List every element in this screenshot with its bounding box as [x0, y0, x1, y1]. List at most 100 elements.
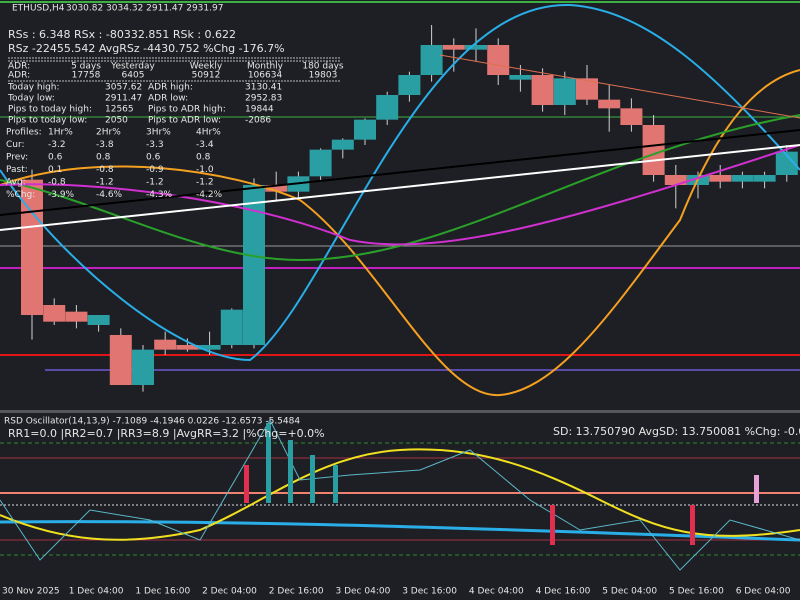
candles: [21, 25, 798, 392]
level-cell: Today low:: [7, 94, 55, 104]
magenta-curve: [0, 144, 800, 246]
profile-cell: Cur:: [6, 140, 25, 150]
black-line: [0, 129, 800, 216]
profile-cell: -4.3%: [146, 190, 173, 200]
candle-body: [420, 45, 443, 75]
profile-cell: -4.2%: [196, 190, 223, 200]
candle-body: [465, 45, 487, 50]
profile-cell: 0.6: [146, 153, 161, 163]
adr-cell: 180 days: [302, 62, 344, 72]
blue-curve: [0, 3, 800, 362]
x-tick-label: 4 Dec 04:00: [469, 587, 524, 597]
osc-bar: [310, 455, 315, 503]
candle-body: [21, 179, 43, 315]
candle-body: [442, 45, 465, 50]
level-cell: Pips to ADR low:: [148, 116, 221, 126]
profile-cell: 0.1: [48, 165, 62, 175]
level-cell: Pips to ADR high:: [148, 105, 226, 115]
salmon-line: [439, 54, 800, 119]
x-tick-label: 6 Dec 04:00: [736, 587, 791, 597]
profile-cell: -0.8: [96, 165, 114, 175]
candle-body: [487, 45, 510, 75]
x-tick-label: 5 Dec 04:00: [602, 587, 657, 597]
profile-cell: Profiles:: [6, 128, 42, 138]
candle-body: [154, 339, 177, 350]
candle-body: [243, 185, 265, 345]
level-cell: 2952.83: [245, 94, 282, 104]
candle-body: [198, 345, 221, 350]
candle-body: [87, 315, 110, 325]
level-cell: 2911.47: [105, 94, 142, 104]
profile-cell: -3.4: [196, 140, 214, 150]
x-tick-label: 1 Dec 16:00: [135, 587, 190, 597]
candle-body: [775, 151, 798, 175]
candle-body: [376, 95, 399, 120]
adr-cell: Weekly: [190, 62, 223, 72]
profile-cell: 0.6: [48, 153, 63, 163]
profile-cell: -1.2: [196, 178, 214, 188]
candle-body: [43, 305, 66, 322]
profile-cell: %Chg:: [6, 190, 35, 200]
adr-cell: 5 days: [71, 62, 101, 72]
symbol: ETHUSD,H4: [12, 4, 65, 14]
osc-rr: RR1=0.0 |RR2=0.7 |RR3=8.9 |AvgRR=3.2 |%C…: [8, 427, 325, 440]
x-tick-label: 2 Dec 04:00: [202, 587, 257, 597]
rs-line: RSs : 6.348 RSx : -80332.851 RSk : 0.622: [8, 28, 236, 41]
level-cell: 19844: [245, 105, 274, 115]
adr-cell: Yesterday: [110, 62, 155, 72]
candle-body: [109, 335, 132, 385]
candle-body: [598, 99, 621, 109]
level-cell: -2086: [245, 116, 271, 126]
level-cell: Pips to today low:: [8, 116, 87, 126]
oscillator-panel: RSD Oscillator(14,13,9) -7.1089 -4.1946 …: [0, 417, 800, 571]
level-cell: 3130.41: [245, 83, 282, 93]
ohlc: 3030.82 3034.32 2911.47 2931.97: [66, 4, 223, 14]
adr-cell: 17758: [72, 71, 101, 81]
osc-bar: [333, 465, 338, 503]
x-tick-label: 30 Nov 2025: [2, 587, 60, 597]
profile-cell: 3Hr%: [146, 128, 171, 138]
profile-cell: -0.9: [146, 165, 164, 175]
candle-body: [709, 175, 732, 182]
level-cell: Today high:: [7, 83, 60, 93]
profile-cell: 0.8: [96, 153, 111, 163]
candle-body: [620, 108, 643, 125]
rsz-line: RSz -22455.542 AvgRSz -4430.752 %Chg -17…: [8, 42, 285, 55]
profile-cell: -4.6%: [96, 190, 123, 200]
candle-body: [354, 119, 376, 140]
profile-cell: -3.8: [96, 140, 114, 150]
adr-cell: 50912: [192, 71, 221, 81]
indicator-curves: [0, 3, 800, 397]
candle-body: [309, 149, 332, 177]
candle-body: [509, 75, 532, 80]
osc-cyan: [0, 520, 800, 542]
x-tick-label: 2 Dec 16:00: [269, 587, 324, 597]
x-tick-label: 4 Dec 16:00: [536, 587, 591, 597]
candle-body: [531, 75, 554, 105]
candle-body: [220, 309, 243, 345]
osc-bar: [550, 505, 555, 545]
candle-body: [731, 175, 754, 182]
x-tick-label: 5 Dec 16:00: [669, 587, 724, 597]
profile-cell: -3.3: [146, 140, 164, 150]
osc-thin: [0, 418, 800, 571]
profile-cell: -1.0: [196, 165, 214, 175]
candle-body: [265, 185, 288, 192]
green-curve: [0, 114, 800, 262]
profile-cell: 0.8: [196, 153, 211, 163]
osc-bar: [690, 505, 695, 545]
profile-cell: -1.2: [96, 178, 114, 188]
profile-cell: -1.2: [146, 178, 164, 188]
candle-body: [132, 349, 154, 385]
candle-body: [176, 345, 199, 350]
time-axis: [0, 578, 800, 600]
osc-bar: [266, 423, 271, 503]
adr-cell: ADR:: [8, 71, 30, 81]
profile-cell: Avg:: [6, 178, 26, 188]
osc-bar: [244, 465, 249, 503]
adr-cell: ADR:: [8, 62, 30, 72]
candle-body: [398, 75, 421, 95]
candle-body: [642, 125, 665, 175]
profile-cell: 1Hr%: [48, 128, 73, 138]
